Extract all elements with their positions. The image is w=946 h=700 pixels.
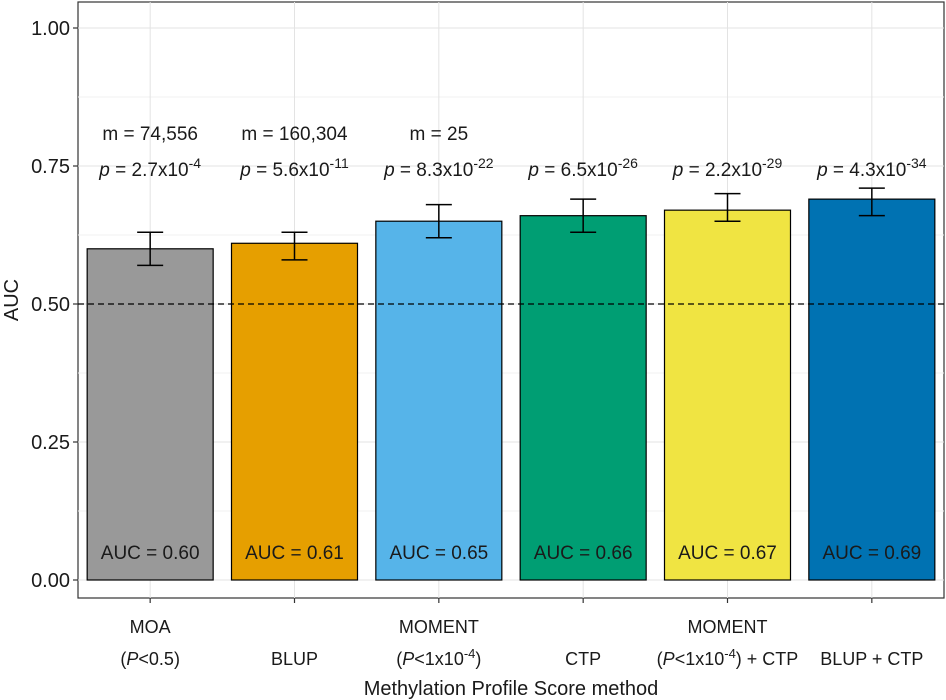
bar (375, 220, 503, 581)
bar (663, 209, 792, 581)
bar (230, 242, 359, 581)
bar-value-label: AUC = 0.61 (245, 543, 344, 564)
x-category-label-line1: MOMENT (399, 617, 479, 637)
bar-value-label: AUC = 0.67 (678, 543, 777, 564)
p-value-label: p = 2.2x10-29 (672, 155, 783, 181)
y-tick-label: 1.00 (31, 18, 70, 40)
x-category-label-line2: BLUP + CTP (820, 649, 923, 669)
axes-layer: 0.00 0.25 0.50 0.75 1.00 MOA (P<0.5) BLUP MOMENT… (31, 18, 923, 669)
bar (519, 215, 647, 581)
y-tick-label: 0.50 (31, 294, 70, 316)
y-tick-label: 0.00 (31, 570, 70, 592)
p-value-label: p = 4.3x10-34 (816, 155, 927, 181)
x-category-label-line2: (P<0.5) (120, 649, 180, 669)
bar-value-label: AUC = 0.66 (534, 543, 633, 564)
x-category-label-line2: (P<1x10-4) + CTP (657, 646, 799, 669)
bars-layer (86, 198, 936, 581)
p-value-label: p = 8.3x10-22 (383, 155, 494, 181)
p-value-label: p = 6.5x10-26 (527, 155, 638, 181)
y-axis-title: AUC (1, 279, 23, 321)
labels-layer: AUC = 0.60 m = 74,556 p = 2.7x10-4 AUC = 0.… (98, 124, 927, 564)
m-count-label: m = 74,556 (102, 124, 198, 145)
bar (808, 198, 936, 581)
bar-value-label: AUC = 0.65 (389, 543, 488, 564)
plot-panel (77, 1, 945, 599)
bar-value-label: AUC = 0.60 (101, 543, 200, 564)
x-category-label-line2: (P<1x10-4) (396, 646, 481, 669)
bar (86, 248, 214, 581)
error-bars-layer (137, 187, 885, 267)
x-category-label-line1: MOMENT (688, 617, 768, 637)
p-value-label: p = 5.6x10-11 (239, 155, 349, 181)
x-axis-title: Methylation Profile Score method (364, 678, 659, 700)
m-count-label: m = 25 (410, 124, 469, 145)
y-tick-label: 0.75 (31, 156, 70, 178)
x-category-label-line2: CTP (565, 649, 601, 669)
m-count-label: m = 160,304 (241, 124, 348, 145)
y-tick-label: 0.25 (31, 432, 70, 454)
p-value-label: p = 2.7x10-4 (98, 155, 201, 181)
x-category-label-line2: BLUP (271, 649, 318, 669)
bar-value-label: AUC = 0.69 (822, 543, 921, 564)
x-category-label-line1: MOA (130, 617, 171, 637)
